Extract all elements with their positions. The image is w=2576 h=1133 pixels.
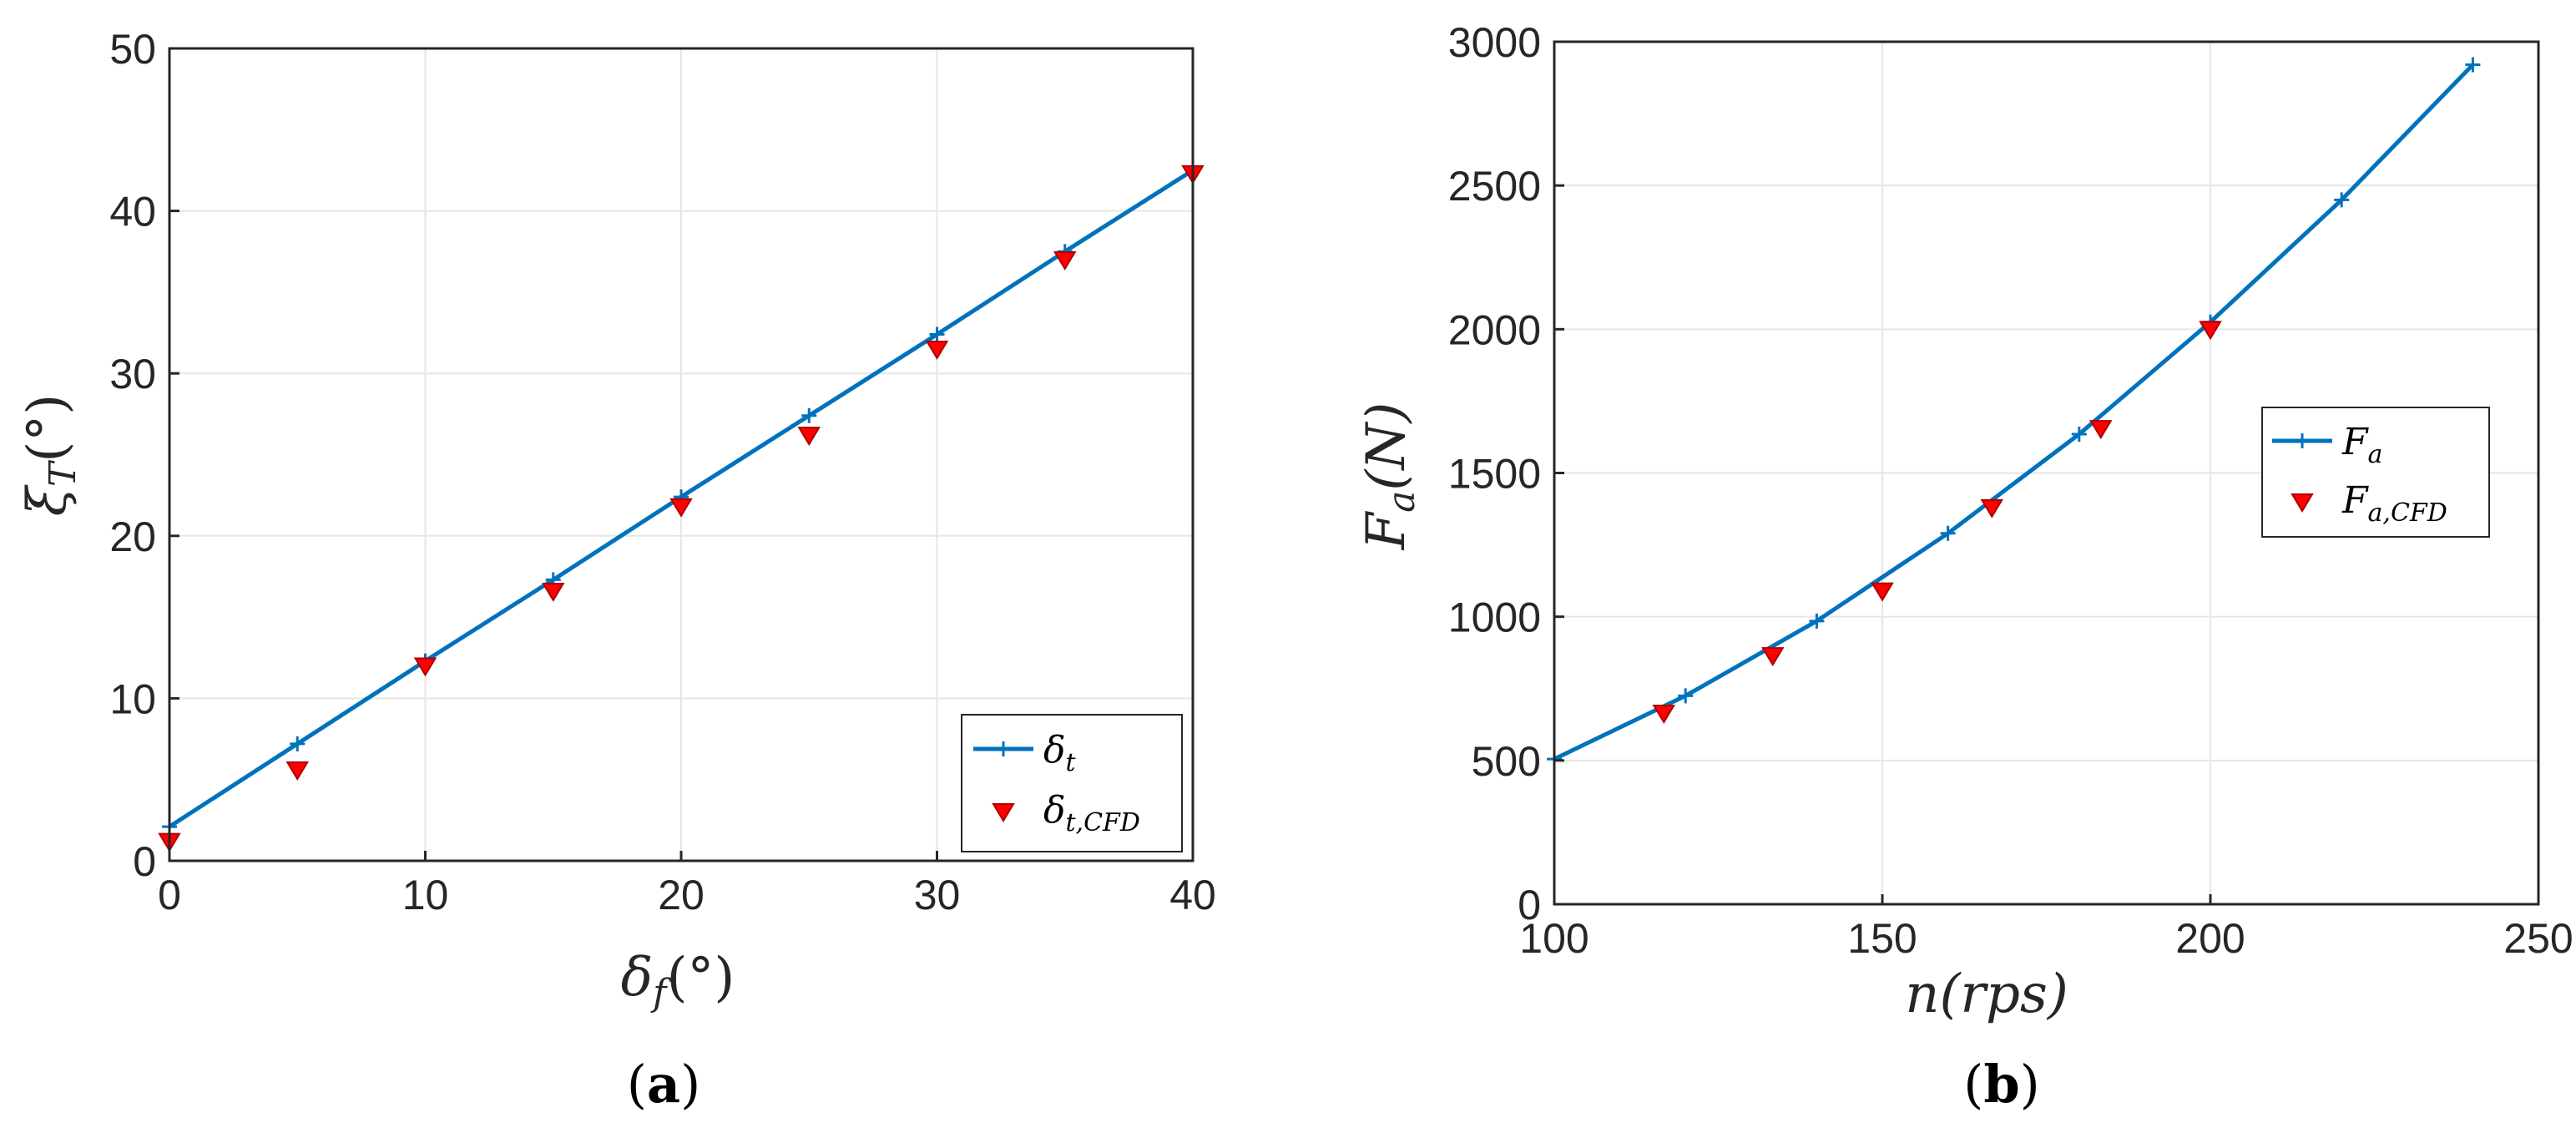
chart-b-y-axis-label-sub: a: [1381, 491, 1423, 513]
chart-a-y-tick-label: 50: [109, 26, 156, 73]
chart-b-x-axis-label: n(rps): [1905, 964, 2068, 1025]
chart-b-y-tick-label: 1500: [1448, 451, 1541, 498]
chart-a-legend-triangle-marker: [992, 803, 1015, 822]
chart-b-y-axis-label-unit: (N): [1356, 402, 1417, 491]
chart-b-legend-item-1: Fa: [2341, 421, 2382, 469]
chart-b-plus-marker: [2071, 427, 2087, 443]
chart-b-plus-marker: [1678, 688, 1694, 704]
chart-b-x-tick-label: 100: [1519, 915, 1589, 962]
chart-a-cfd-marker: [1053, 250, 1077, 271]
chart-a-x-tick-label: 40: [1169, 872, 1216, 918]
chart-a-y-axis-label-main: ξ: [17, 484, 78, 516]
chart-a-cfd-marker: [413, 657, 437, 677]
chart-a-cfd-marker: [669, 498, 693, 518]
chart-b-caption-letter: b: [1983, 1054, 2019, 1115]
chart-b-caption: (b): [1963, 1054, 2040, 1115]
chart-a-x-tick-label: 30: [914, 872, 961, 918]
chart-b-legend-plus-marker: [2295, 433, 2310, 448]
chart-a-legend-plus-marker: [996, 741, 1011, 756]
chart-b-x-tick-label: 250: [2503, 915, 2573, 962]
chart-b-y-tick-label: 2500: [1448, 163, 1541, 210]
chart-b-plus-marker: [1940, 525, 1956, 541]
chart-b-cfd-marker: [1760, 647, 1785, 667]
chart-a-legend-item-1-sub: t: [1066, 748, 1077, 777]
chart-b-y-tick-label: 1000: [1448, 594, 1541, 641]
chart-b-cfd-marker: [2199, 321, 2222, 341]
chart-a-caption-close: ): [680, 1054, 700, 1115]
chart-a-y-axis-label-unit: (°): [17, 394, 78, 463]
chart-b-caption-open: (: [1963, 1054, 1983, 1115]
chart-b-x-axis-label-main: n(rps): [1905, 964, 2068, 1025]
chart-a-caption-open: (: [627, 1054, 647, 1115]
chart-a-x-axis-label-unit: (°): [666, 947, 735, 1009]
chart-b-y-tick-label: 2000: [1448, 306, 1541, 353]
chart-b-y-axis-label: Fa(N): [1356, 402, 1423, 551]
chart-a-plus-marker: [290, 736, 306, 751]
chart-a-x-tick-label: 0: [158, 872, 181, 918]
chart-a-legend-item-2-sub: t,CFD: [1066, 808, 1140, 837]
chart-a-cfd-marker: [541, 582, 565, 602]
chart-b-plus-marker: [2334, 192, 2350, 208]
chart-a-x-axis-label-main: δ: [621, 947, 654, 1009]
chart-b-x-tick-label: 200: [2175, 915, 2245, 962]
chart-a-y-tick-label: 40: [109, 189, 156, 235]
chart-a-x-axis-label: δf(°): [621, 947, 735, 1014]
chart-b-cfd-marker: [2089, 420, 2113, 440]
chart-a-y-tick-label: 0: [133, 838, 156, 885]
chart-a-legend-item-2-main: δ: [1043, 789, 1066, 832]
chart-a-cfd-marker: [925, 341, 949, 360]
chart-b-y-axis-label-main: F: [1356, 510, 1417, 550]
chart-b-legend-item-2-sub: a,CFD: [2368, 498, 2447, 528]
chart-b-plus-marker: [1809, 613, 1825, 629]
chart-b-legend-item-2: Fa,CFD: [2341, 479, 2447, 528]
chart-b-cfd-marker: [1652, 705, 1676, 724]
chart-a-legend-box: [961, 714, 1183, 852]
chart-b-x-tick-label: 150: [1847, 915, 1917, 962]
chart-a-ticks: 0 10 20 30 40 0 10 20 30 40 50: [109, 26, 1215, 918]
chart-b-series: [1547, 57, 2481, 767]
chart-b-legend-item-1-sub: a: [2368, 440, 2383, 469]
chart-a-caption-letter: a: [647, 1054, 680, 1115]
chart-b-legend-item-2-main: F: [2341, 479, 2369, 522]
chart-b-legend-triangle-marker: [2291, 493, 2314, 513]
chart-a-x-tick-label: 10: [402, 872, 449, 918]
chart-a-legend-item-1-main: δ: [1043, 729, 1066, 771]
chart-a-legend-item-1: δt: [1043, 729, 1077, 777]
chart-b-y-tick-label: 3000: [1448, 19, 1541, 66]
chart-b-y-tick-label: 500: [1472, 738, 1541, 785]
chart-a-legend-item-2: δt,CFD: [1043, 789, 1140, 837]
chart-b-caption-close: ): [2020, 1054, 2040, 1115]
chart-a-cfd-marker: [285, 761, 310, 781]
chart-a-y-axis-label: ξT(°): [17, 394, 84, 517]
chart-b-y-tick-label: 0: [1518, 882, 1541, 928]
chart-b-legend-item-1-main: F: [2341, 421, 2369, 463]
chart-a-x-tick-label: 20: [658, 872, 705, 918]
chart-a-y-tick-label: 10: [109, 675, 156, 722]
chart-a-series: [158, 162, 1205, 852]
chart-a-y-tick-label: 20: [109, 513, 156, 560]
chart-a-y-axis-label-sub: T: [42, 459, 84, 487]
chart-a-plus-marker: [929, 326, 945, 342]
chart-b-legend: Fa Fa,CFD: [2261, 407, 2490, 538]
chart-b-legend-box: [2261, 407, 2490, 538]
chart-a-plus-marker: [801, 407, 817, 423]
chart-a-caption: (a): [627, 1054, 701, 1115]
chart-b-cfd-marker: [1980, 498, 2004, 518]
chart-a-y-tick-label: 30: [109, 351, 156, 397]
chart-b-series-line: [1553, 63, 2475, 761]
chart-b-cfd-marker: [1871, 582, 1894, 602]
chart-a-legend: δt δt,CFD: [961, 714, 1183, 852]
chart-b-plus-marker: [2465, 57, 2481, 73]
chart-a-cfd-marker: [797, 427, 821, 447]
